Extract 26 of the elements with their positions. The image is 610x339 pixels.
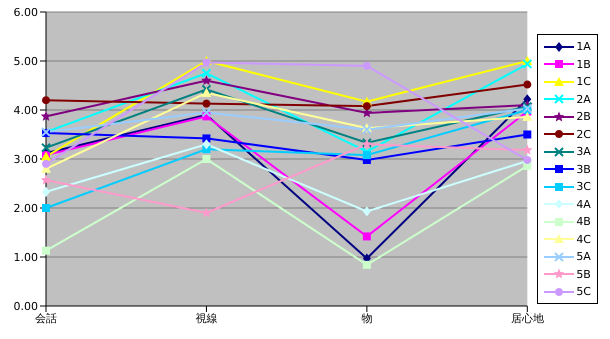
x-tick-label: 居心地 xyxy=(510,312,544,325)
legend-label: 2A xyxy=(576,92,591,106)
legend-label: 1A xyxy=(576,40,591,53)
y-tick-label: 2.00 xyxy=(14,202,38,215)
y-tick-label: 4.00 xyxy=(14,104,38,117)
legend-label: 5B xyxy=(576,268,591,280)
legend-label: 5A xyxy=(576,250,591,263)
legend-label: 5C xyxy=(576,285,591,298)
x-tick-label: 会話 xyxy=(35,312,57,325)
y-tick-label: 1.00 xyxy=(14,250,38,264)
legend-label: 2B xyxy=(576,110,591,123)
legend-label: 4B xyxy=(576,215,591,228)
legend-label: 1B xyxy=(576,58,591,70)
y-tick-label: 0.00 xyxy=(14,300,38,313)
x-tick-label: 視線 xyxy=(195,312,218,325)
legend-label: 4A xyxy=(576,198,591,210)
x-tick-label: 物 xyxy=(361,312,372,325)
legend-label: 3C xyxy=(576,180,591,193)
legend-label: 3B xyxy=(576,162,591,176)
y-tick-label: 5.00 xyxy=(14,54,38,68)
legend-label: 4C xyxy=(576,232,591,246)
legend-label: 1C xyxy=(576,75,591,88)
y-tick-label: 3.00 xyxy=(14,152,38,166)
y-tick-label: 6.00 xyxy=(14,6,38,19)
legend-label: 3A xyxy=(576,145,591,158)
legend-label: 2C xyxy=(576,128,591,140)
